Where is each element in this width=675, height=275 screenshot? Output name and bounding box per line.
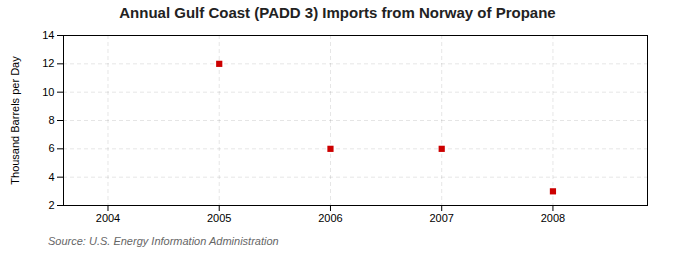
html-text:Source: U.S. Energy Informatio: Source: U.S. Energy Information Administ… — [48, 235, 279, 247]
svg-text:8: 8 — [48, 114, 54, 126]
svg-text:4: 4 — [48, 171, 54, 183]
svg-text:2005: 2005 — [207, 212, 231, 224]
svg-text:Thousand Barrels per Day: Thousand Barrels per Day — [9, 56, 21, 185]
svg-text:2006: 2006 — [318, 212, 342, 224]
html-text:Annual Gulf Coast (PADD 3) Imp: Annual Gulf Coast (PADD 3) Imports from … — [119, 4, 556, 21]
svg-text:6: 6 — [48, 142, 54, 154]
svg-text:12: 12 — [42, 57, 54, 69]
svg-text:14: 14 — [42, 29, 54, 41]
svg-text:10: 10 — [42, 86, 54, 98]
svg-text:2004: 2004 — [96, 212, 120, 224]
svg-text:2008: 2008 — [541, 212, 565, 224]
svg-text:2: 2 — [48, 199, 54, 211]
svg-text:2007: 2007 — [429, 212, 453, 224]
